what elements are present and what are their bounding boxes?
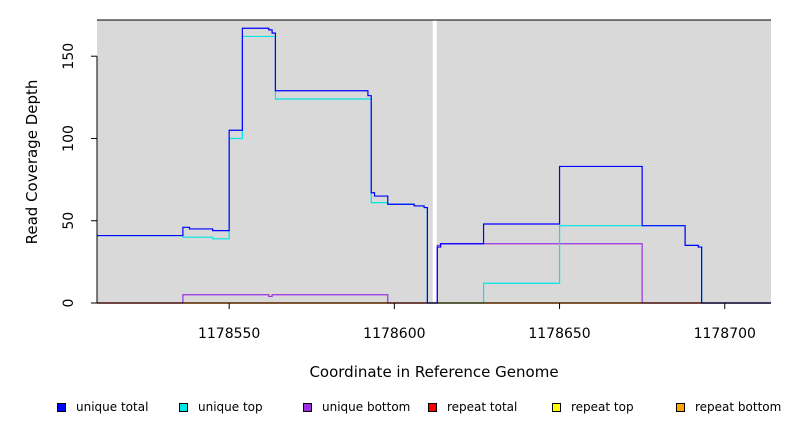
y-tick-label: 150 (61, 43, 77, 70)
legend-swatch-repeat-total (428, 402, 437, 412)
legend-item-repeat-bottom: repeat bottom (676, 400, 781, 414)
legend-swatch-repeat-bottom (676, 402, 685, 412)
series-line-unique-total (97, 27, 771, 304)
legend-swatch-unique-total (57, 402, 66, 412)
y-axis: 0 50 100 150 (61, 43, 98, 308)
legend-item-unique-bottom: unique bottom (303, 400, 410, 414)
x-tick-label: 1178550 (198, 326, 260, 342)
legend: unique total unique top unique bottom re… (0, 400, 792, 418)
x-tick-label: 1178650 (528, 326, 590, 342)
legend-swatch-unique-bottom (303, 402, 312, 412)
legend-swatch-repeat-top (552, 402, 561, 412)
y-axis-label: Read Coverage Depth (23, 80, 41, 245)
legend-label-repeat-total: repeat total (447, 400, 518, 414)
legend-item-unique-total: unique total (57, 400, 148, 414)
legend-label-repeat-top: repeat top (571, 400, 634, 414)
legend-label-repeat-bottom: repeat bottom (695, 400, 782, 414)
x-axis-label: Coordinate in Reference Genome (309, 363, 558, 381)
plot-gap-band (432, 20, 437, 303)
y-tick-label: 100 (61, 125, 77, 152)
legend-label-unique-bottom: unique bottom (322, 400, 411, 414)
legend-swatch-unique-top (179, 402, 188, 412)
x-tick-label: 1178600 (363, 326, 425, 342)
coverage-chart: 0 50 100 150 1178550 1178600 1178650 1178700 C… (23, 19, 771, 381)
x-axis: 1178550 1178600 1178650 1178700 (97, 302, 771, 342)
legend-label-unique-top: unique top (198, 400, 263, 414)
y-tick-label: 50 (61, 212, 77, 230)
legend-item-repeat-top: repeat top (552, 400, 634, 414)
legend-item-repeat-total: repeat total (428, 400, 517, 414)
legend-item-unique-top: unique top (179, 400, 263, 414)
y-tick-label: 0 (61, 299, 77, 308)
x-tick-label: 1178700 (694, 326, 756, 342)
legend-label-unique-total: unique total (76, 400, 149, 414)
